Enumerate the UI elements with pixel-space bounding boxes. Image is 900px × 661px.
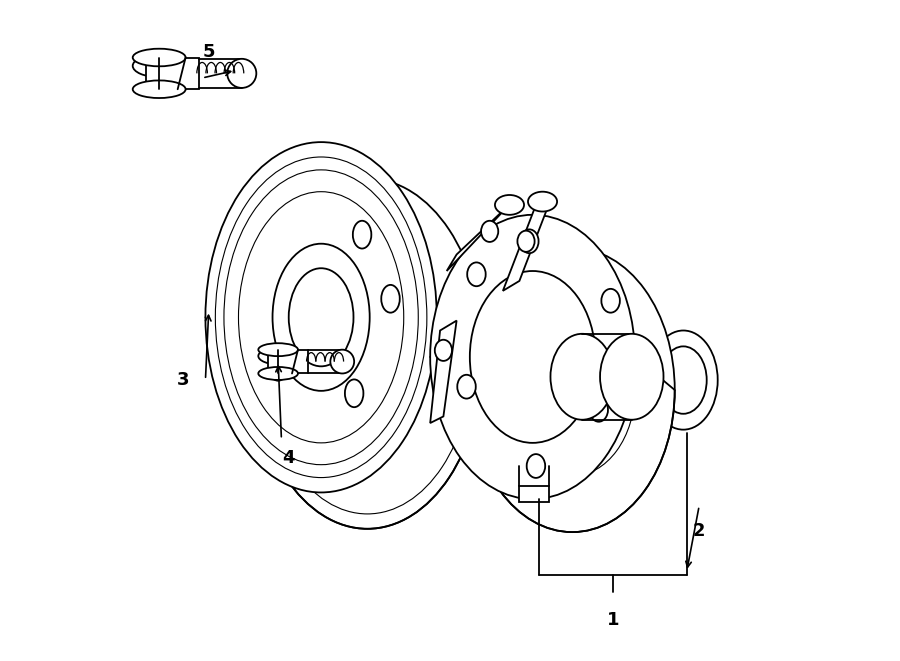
Ellipse shape xyxy=(495,195,524,215)
Ellipse shape xyxy=(205,142,436,492)
Ellipse shape xyxy=(132,55,185,77)
Ellipse shape xyxy=(600,334,663,420)
FancyBboxPatch shape xyxy=(268,350,308,373)
Ellipse shape xyxy=(660,346,706,414)
Polygon shape xyxy=(519,486,549,502)
Ellipse shape xyxy=(470,248,675,532)
Ellipse shape xyxy=(590,398,608,422)
Polygon shape xyxy=(446,198,516,271)
Ellipse shape xyxy=(520,229,538,253)
Ellipse shape xyxy=(482,221,499,242)
Ellipse shape xyxy=(518,231,535,252)
Polygon shape xyxy=(503,198,551,291)
Ellipse shape xyxy=(132,49,185,66)
Ellipse shape xyxy=(289,268,354,366)
Ellipse shape xyxy=(345,379,364,407)
Ellipse shape xyxy=(215,157,427,477)
Ellipse shape xyxy=(330,350,355,373)
Ellipse shape xyxy=(227,59,256,88)
Ellipse shape xyxy=(435,340,452,361)
Text: 3: 3 xyxy=(176,371,189,389)
Ellipse shape xyxy=(224,170,418,465)
Ellipse shape xyxy=(528,192,557,212)
Text: 2: 2 xyxy=(693,522,706,540)
Ellipse shape xyxy=(470,271,596,443)
Ellipse shape xyxy=(269,353,287,381)
Ellipse shape xyxy=(526,454,545,478)
Ellipse shape xyxy=(509,304,635,476)
Ellipse shape xyxy=(273,244,370,391)
Ellipse shape xyxy=(132,81,185,98)
Ellipse shape xyxy=(430,215,635,499)
Ellipse shape xyxy=(457,375,476,399)
Polygon shape xyxy=(430,321,456,423)
FancyBboxPatch shape xyxy=(146,58,199,89)
Text: 1: 1 xyxy=(607,611,619,629)
Ellipse shape xyxy=(238,192,404,443)
Ellipse shape xyxy=(601,289,620,313)
Ellipse shape xyxy=(258,367,298,380)
Ellipse shape xyxy=(649,330,717,430)
Ellipse shape xyxy=(258,348,298,364)
Ellipse shape xyxy=(551,334,614,420)
Ellipse shape xyxy=(467,262,486,286)
Ellipse shape xyxy=(258,343,298,356)
Ellipse shape xyxy=(252,178,483,529)
Text: 4: 4 xyxy=(282,449,294,467)
Text: 5: 5 xyxy=(202,44,215,61)
Ellipse shape xyxy=(353,221,372,249)
Ellipse shape xyxy=(382,285,400,313)
